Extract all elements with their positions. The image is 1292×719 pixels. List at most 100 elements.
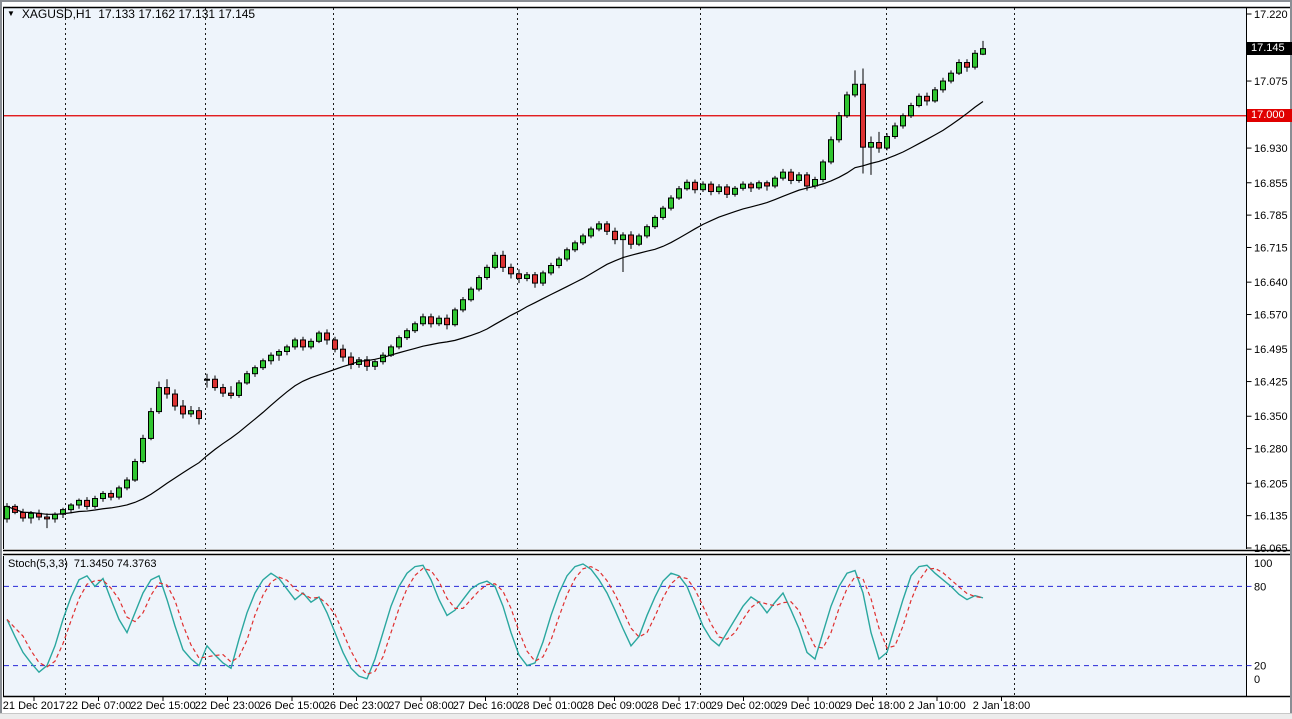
candle-body [108,492,114,498]
candle-body [236,382,242,396]
candle-body [300,339,306,348]
candle-body [276,351,282,356]
candle-body [612,230,618,241]
candle-body [588,228,594,237]
candle-body [468,288,474,301]
stoch-tick-label: 0 [1254,674,1260,686]
candle-body [916,95,922,107]
panel-separator-band [3,549,1292,556]
candle-body [500,254,506,268]
candle-body [156,387,162,413]
candle-body [924,95,930,102]
candle-body [396,337,402,348]
candle-body [708,183,714,193]
candle-body [52,513,58,520]
candle-body [244,373,250,384]
candle-body [84,499,90,507]
candle-body [692,181,698,191]
time-tick-label: 28 Dec 09:00 [582,700,647,712]
time-tick-label: 22 Dec 23:00 [195,700,260,712]
candle-body [852,83,858,96]
candle-body [404,330,410,339]
candle-body [756,182,762,189]
candle-body [716,186,722,193]
candle-body [460,299,466,311]
candle-body [492,254,498,268]
current-price-badge: 17.145 [1247,42,1292,55]
candle-body [284,346,290,353]
candle-body [428,316,434,325]
candle-body [212,378,218,389]
candle-body [564,249,570,260]
time-tick-label: 22 Dec 07:00 [66,700,131,712]
candle-body [956,62,962,74]
candle-body [316,332,322,342]
chart-title-symbol: XAGUSD,H1 [21,7,92,21]
candle-body [820,161,826,181]
candle-body [420,316,426,325]
candle-body [844,94,850,117]
candle-body [604,223,610,232]
candle-body [780,171,786,179]
candle-body [252,367,258,375]
candle-body [148,411,154,439]
candle-body [324,332,330,341]
candle-body [772,177,778,187]
candle-body [788,171,794,181]
candle-body [620,234,626,241]
main-plot-background [4,8,1246,549]
stoch-tick-label: 100 [1254,558,1272,570]
candle-body [340,348,346,358]
price-tick-label: 16.280 [1254,444,1288,456]
candle-body [580,235,586,244]
candle-body [44,516,50,520]
stoch-d-line [6,565,984,676]
candle-body [900,115,906,127]
candle-body [548,265,554,274]
indicator-name: Stoch(5,3,3) [8,558,68,570]
price-tick-label: 17.220 [1254,9,1288,21]
price-tick-label: 16.640 [1254,277,1288,289]
stoch-plot-background [4,556,1246,696]
time-tick-label: 28 Dec 17:00 [646,700,711,712]
candle-body [140,437,146,463]
candle-body [20,511,26,519]
time-tick-label: 29 Dec 10:00 [775,700,840,712]
candle-body [132,461,138,481]
symbol-dropdown-icon[interactable]: ▼ [7,9,15,18]
candle-body [668,197,674,209]
time-tick-label: 21 Dec 2017 [3,700,65,712]
candle-body [436,317,442,325]
candle-body [868,142,874,148]
time-tick-label: 2 Jan 18:00 [973,700,1031,712]
candle-body [660,207,666,218]
candle-body [124,479,130,489]
candle-body [972,52,978,68]
price-tick-label: 16.495 [1254,344,1288,356]
price-tick-label: 16.425 [1254,377,1288,389]
candle-body [964,62,970,68]
candle-body [652,216,658,228]
candle-body [220,387,226,394]
candle-body [884,136,890,149]
price-tick-label: 16.065 [1254,543,1288,555]
candle-body [532,274,538,284]
moving-average-line [6,100,984,515]
candle-body [980,48,986,55]
time-tick-label: 28 Dec 01:00 [517,700,582,712]
price-tick-label: 16.715 [1254,242,1288,254]
candle-body [860,83,866,148]
time-tick-label: 29 Dec 18:00 [840,700,905,712]
candle-body [804,174,810,187]
candle-body [332,339,338,350]
stoch-k-line [6,563,984,680]
candle-body [292,339,298,348]
candle-body [308,340,314,348]
candle-body [172,393,178,407]
indicator-values: 71.3450 74.3763 [73,558,157,570]
chart-title: ▼ XAGUSD,H1 17.133 17.162 17.131 17.145 [7,7,255,21]
candle-body [4,505,10,520]
candle-body [452,309,458,326]
time-tick-label: 29 Dec 02:00 [711,700,776,712]
